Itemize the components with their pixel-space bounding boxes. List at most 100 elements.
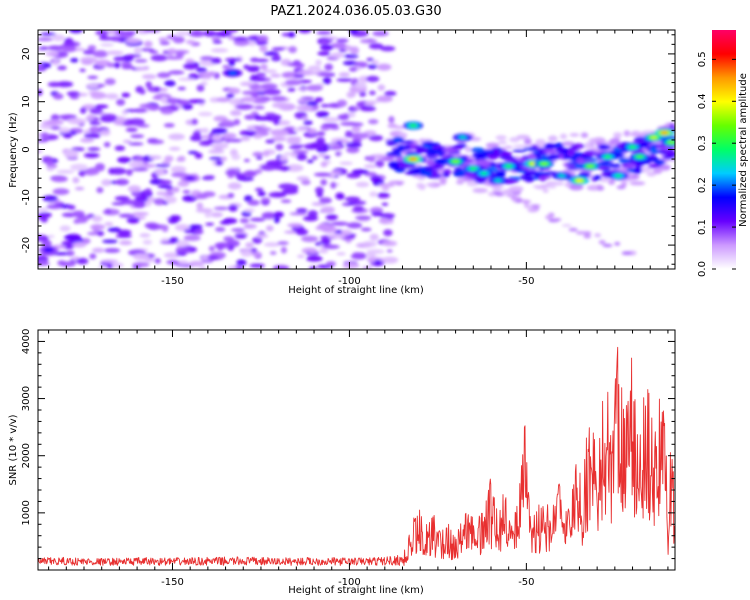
- heatmap-cell: [339, 161, 353, 165]
- heatmap-cell: [355, 181, 370, 188]
- heatmap-cell: [483, 149, 495, 154]
- heatmap-cell: [74, 186, 85, 191]
- heatmap-cell: [135, 66, 149, 71]
- heatmap-cell: [280, 199, 292, 204]
- heatmap-cell: [142, 239, 153, 245]
- heatmap-cell: [348, 67, 358, 72]
- heatmap-cell: [319, 197, 332, 204]
- heatmap-cell: [382, 256, 399, 264]
- heatmap-cell: [214, 31, 232, 38]
- heatmap-cell: [288, 145, 302, 150]
- heatmap-cell: [81, 238, 91, 244]
- colorbar-tick-label: 0.0: [697, 261, 708, 277]
- heatmap-cell: [42, 195, 58, 202]
- heatmap-cell: [614, 241, 621, 246]
- heatmap-cell: [512, 149, 527, 153]
- heatmap-cell: [296, 104, 313, 112]
- heatmap-cell: [142, 74, 157, 80]
- heatmap-cell: [580, 132, 589, 138]
- heatmap-cell: [386, 249, 393, 253]
- heatmap-cell: [349, 91, 357, 98]
- heatmap-cell: [67, 118, 85, 125]
- heatmap-cell: [168, 237, 179, 244]
- heatmap-cell: [234, 233, 247, 239]
- heatmap-cell: [67, 205, 76, 210]
- heatmap-cell: [472, 152, 488, 159]
- heatmap-cell: [157, 184, 173, 189]
- heatmap-cell: [175, 247, 191, 254]
- heatmap-cell: [562, 154, 572, 160]
- heatmap-cell: [38, 37, 54, 41]
- heatmap-cell: [416, 148, 423, 155]
- colorbar-scale: [712, 30, 736, 269]
- heatmap-cell: [495, 135, 507, 141]
- heatmap-cell: [351, 125, 361, 133]
- heatmap-cell: [511, 196, 522, 201]
- heatmap-cell: [84, 170, 100, 176]
- heatmap-cell: [317, 223, 335, 231]
- heatmap-cell: [102, 239, 118, 244]
- heatmap-cell: [285, 164, 304, 172]
- heatmap-cell: [211, 128, 228, 134]
- heatmap-cell: [147, 104, 160, 111]
- heatmap-cell: [295, 228, 309, 236]
- heatmap-cell: [92, 50, 109, 58]
- heatmap-cell: [70, 58, 79, 63]
- heatmap-cell: [303, 120, 313, 125]
- heatmap-cell: [241, 90, 258, 95]
- heatmap-cell: [335, 192, 344, 200]
- heatmap-cell: [621, 163, 629, 168]
- heatmap-cell: [188, 260, 205, 267]
- heatmap-cell: [335, 151, 342, 157]
- heatmap-cell: [139, 48, 155, 52]
- heatmap-cell: [257, 191, 266, 197]
- heatmap-cell: [397, 163, 414, 168]
- heatmap-cell: [342, 262, 360, 269]
- heatmap-cell: [509, 137, 520, 143]
- heatmap-cell: [375, 160, 385, 168]
- heatmap-cell: [130, 134, 145, 139]
- heatmap-cell: [498, 140, 507, 145]
- heatmap-cell: [127, 185, 141, 193]
- heatmap-cell: [558, 174, 566, 178]
- heatmap-cell: [378, 183, 395, 188]
- heatmap-cell: [196, 202, 204, 210]
- heatmap-cell: [211, 142, 228, 150]
- heatmap-cell: [228, 138, 243, 143]
- heatmap-cell: [623, 130, 631, 137]
- heatmap-cell: [170, 165, 187, 174]
- heatmap-cell: [207, 255, 219, 260]
- snr-ylabel: SNR (10 * v/v): [8, 414, 19, 485]
- heatmap-cell: [191, 118, 198, 125]
- chart-title: PAZ1.2024.036.05.03.G30: [270, 4, 441, 19]
- heatmap-cell: [270, 136, 287, 142]
- heatmap-cell: [229, 71, 237, 75]
- heatmap-cell: [279, 155, 289, 162]
- heatmap-cell: [196, 67, 208, 73]
- heatmap-cell: [100, 113, 117, 121]
- heatmap-ylabel: Frequency (Hz): [8, 112, 19, 188]
- heatmap-cell: [602, 243, 613, 248]
- heatmap-cell: [504, 145, 513, 149]
- heatmap-cell: [45, 160, 54, 166]
- heatmap-cell: [106, 62, 116, 68]
- heatmap-cell: [259, 45, 268, 53]
- heatmap-cell: [386, 216, 394, 220]
- heatmap-cell: [166, 34, 177, 40]
- heatmap-cell: [371, 60, 380, 65]
- heatmap-cell: [303, 215, 319, 222]
- colorbar-tick-label: 0.3: [697, 135, 708, 151]
- heatmap-cell: [158, 37, 168, 42]
- heatmap-cell: [652, 168, 663, 174]
- y-tick-label: -10: [21, 189, 32, 205]
- snr-background: [38, 330, 675, 570]
- heatmap-cell: [176, 239, 190, 247]
- heatmap-cell: [185, 58, 195, 65]
- heatmap-cell: [505, 164, 513, 168]
- heatmap-cell: [504, 157, 519, 162]
- heatmap-cell: [273, 211, 284, 218]
- heatmap-cell: [273, 118, 280, 126]
- snr-ticks: -150 -100 -50 1000 2000 3000 4000: [21, 329, 675, 588]
- heatmap-cell: [616, 185, 626, 190]
- heatmap-cell: [352, 200, 367, 205]
